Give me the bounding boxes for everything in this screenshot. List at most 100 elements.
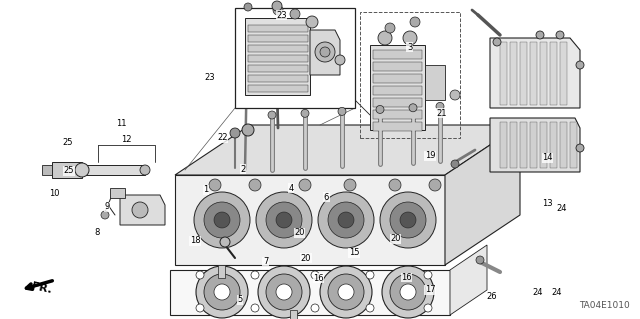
Circle shape — [338, 284, 354, 300]
Circle shape — [315, 42, 335, 62]
Circle shape — [311, 271, 319, 279]
Circle shape — [400, 212, 416, 228]
Circle shape — [410, 17, 420, 27]
Text: 25: 25 — [64, 166, 74, 175]
Circle shape — [132, 202, 148, 218]
Circle shape — [385, 23, 395, 33]
Circle shape — [338, 212, 354, 228]
Polygon shape — [450, 245, 487, 315]
Circle shape — [450, 90, 460, 100]
Circle shape — [400, 284, 416, 300]
Circle shape — [196, 266, 248, 318]
Text: 5: 5 — [237, 295, 243, 304]
Circle shape — [220, 237, 230, 247]
Text: 2: 2 — [241, 165, 246, 174]
Circle shape — [266, 274, 302, 310]
Circle shape — [382, 266, 434, 318]
Text: 1: 1 — [204, 185, 209, 194]
Circle shape — [230, 128, 240, 138]
Polygon shape — [175, 175, 445, 265]
Polygon shape — [175, 125, 520, 175]
Polygon shape — [425, 65, 445, 100]
Polygon shape — [510, 122, 517, 168]
Text: 10: 10 — [49, 189, 60, 198]
Circle shape — [266, 202, 302, 238]
Polygon shape — [560, 42, 567, 105]
Circle shape — [436, 102, 444, 110]
Polygon shape — [248, 25, 308, 32]
Text: FR.: FR. — [31, 281, 53, 295]
Text: 11: 11 — [116, 119, 127, 128]
Text: 23: 23 — [205, 73, 215, 82]
Circle shape — [242, 124, 254, 136]
Circle shape — [576, 61, 584, 69]
Polygon shape — [540, 122, 547, 168]
Text: 24: 24 — [557, 204, 567, 213]
Polygon shape — [235, 8, 355, 108]
Circle shape — [101, 211, 109, 219]
Circle shape — [390, 274, 426, 310]
Text: 3: 3 — [407, 43, 412, 52]
Polygon shape — [570, 122, 577, 168]
Text: 6: 6 — [324, 193, 329, 202]
Circle shape — [273, 5, 283, 15]
Circle shape — [301, 109, 309, 117]
Text: 25: 25 — [62, 138, 72, 147]
Polygon shape — [490, 118, 580, 172]
Circle shape — [320, 47, 330, 57]
Text: 24: 24 — [552, 288, 562, 297]
Polygon shape — [245, 18, 310, 95]
Polygon shape — [373, 98, 422, 107]
Circle shape — [366, 271, 374, 279]
Text: 7: 7 — [263, 257, 268, 266]
Polygon shape — [520, 122, 527, 168]
Circle shape — [424, 271, 432, 279]
Circle shape — [276, 212, 292, 228]
Circle shape — [299, 179, 311, 191]
Polygon shape — [500, 42, 507, 105]
Circle shape — [268, 111, 276, 119]
Polygon shape — [373, 62, 422, 71]
Circle shape — [328, 202, 364, 238]
Circle shape — [366, 304, 374, 312]
Circle shape — [429, 179, 441, 191]
Polygon shape — [248, 65, 308, 72]
Circle shape — [214, 284, 230, 300]
Circle shape — [320, 266, 372, 318]
Circle shape — [493, 38, 501, 46]
Circle shape — [194, 192, 250, 248]
Polygon shape — [310, 30, 340, 75]
Circle shape — [451, 160, 459, 168]
Circle shape — [335, 55, 345, 65]
Polygon shape — [540, 42, 547, 105]
Polygon shape — [248, 35, 308, 42]
Circle shape — [75, 163, 89, 177]
Text: 23: 23 — [276, 11, 287, 20]
Polygon shape — [120, 195, 165, 225]
Text: 8: 8 — [95, 228, 100, 237]
Circle shape — [272, 1, 282, 11]
Text: 15: 15 — [349, 248, 359, 257]
Polygon shape — [500, 122, 507, 168]
Circle shape — [204, 202, 240, 238]
Circle shape — [256, 192, 312, 248]
Text: 19: 19 — [425, 151, 435, 160]
Circle shape — [244, 3, 252, 11]
Text: 14: 14 — [542, 153, 552, 162]
Text: 13: 13 — [542, 199, 552, 208]
Circle shape — [403, 31, 417, 45]
Circle shape — [318, 192, 374, 248]
Polygon shape — [490, 38, 580, 108]
Polygon shape — [560, 122, 567, 168]
Polygon shape — [110, 188, 125, 198]
Polygon shape — [52, 162, 82, 178]
Polygon shape — [42, 165, 52, 175]
Circle shape — [536, 31, 544, 39]
Circle shape — [196, 271, 204, 279]
Circle shape — [376, 106, 384, 114]
Circle shape — [276, 284, 292, 300]
Polygon shape — [550, 42, 557, 105]
Polygon shape — [373, 74, 422, 83]
Text: 16: 16 — [401, 273, 412, 282]
Circle shape — [311, 304, 319, 312]
